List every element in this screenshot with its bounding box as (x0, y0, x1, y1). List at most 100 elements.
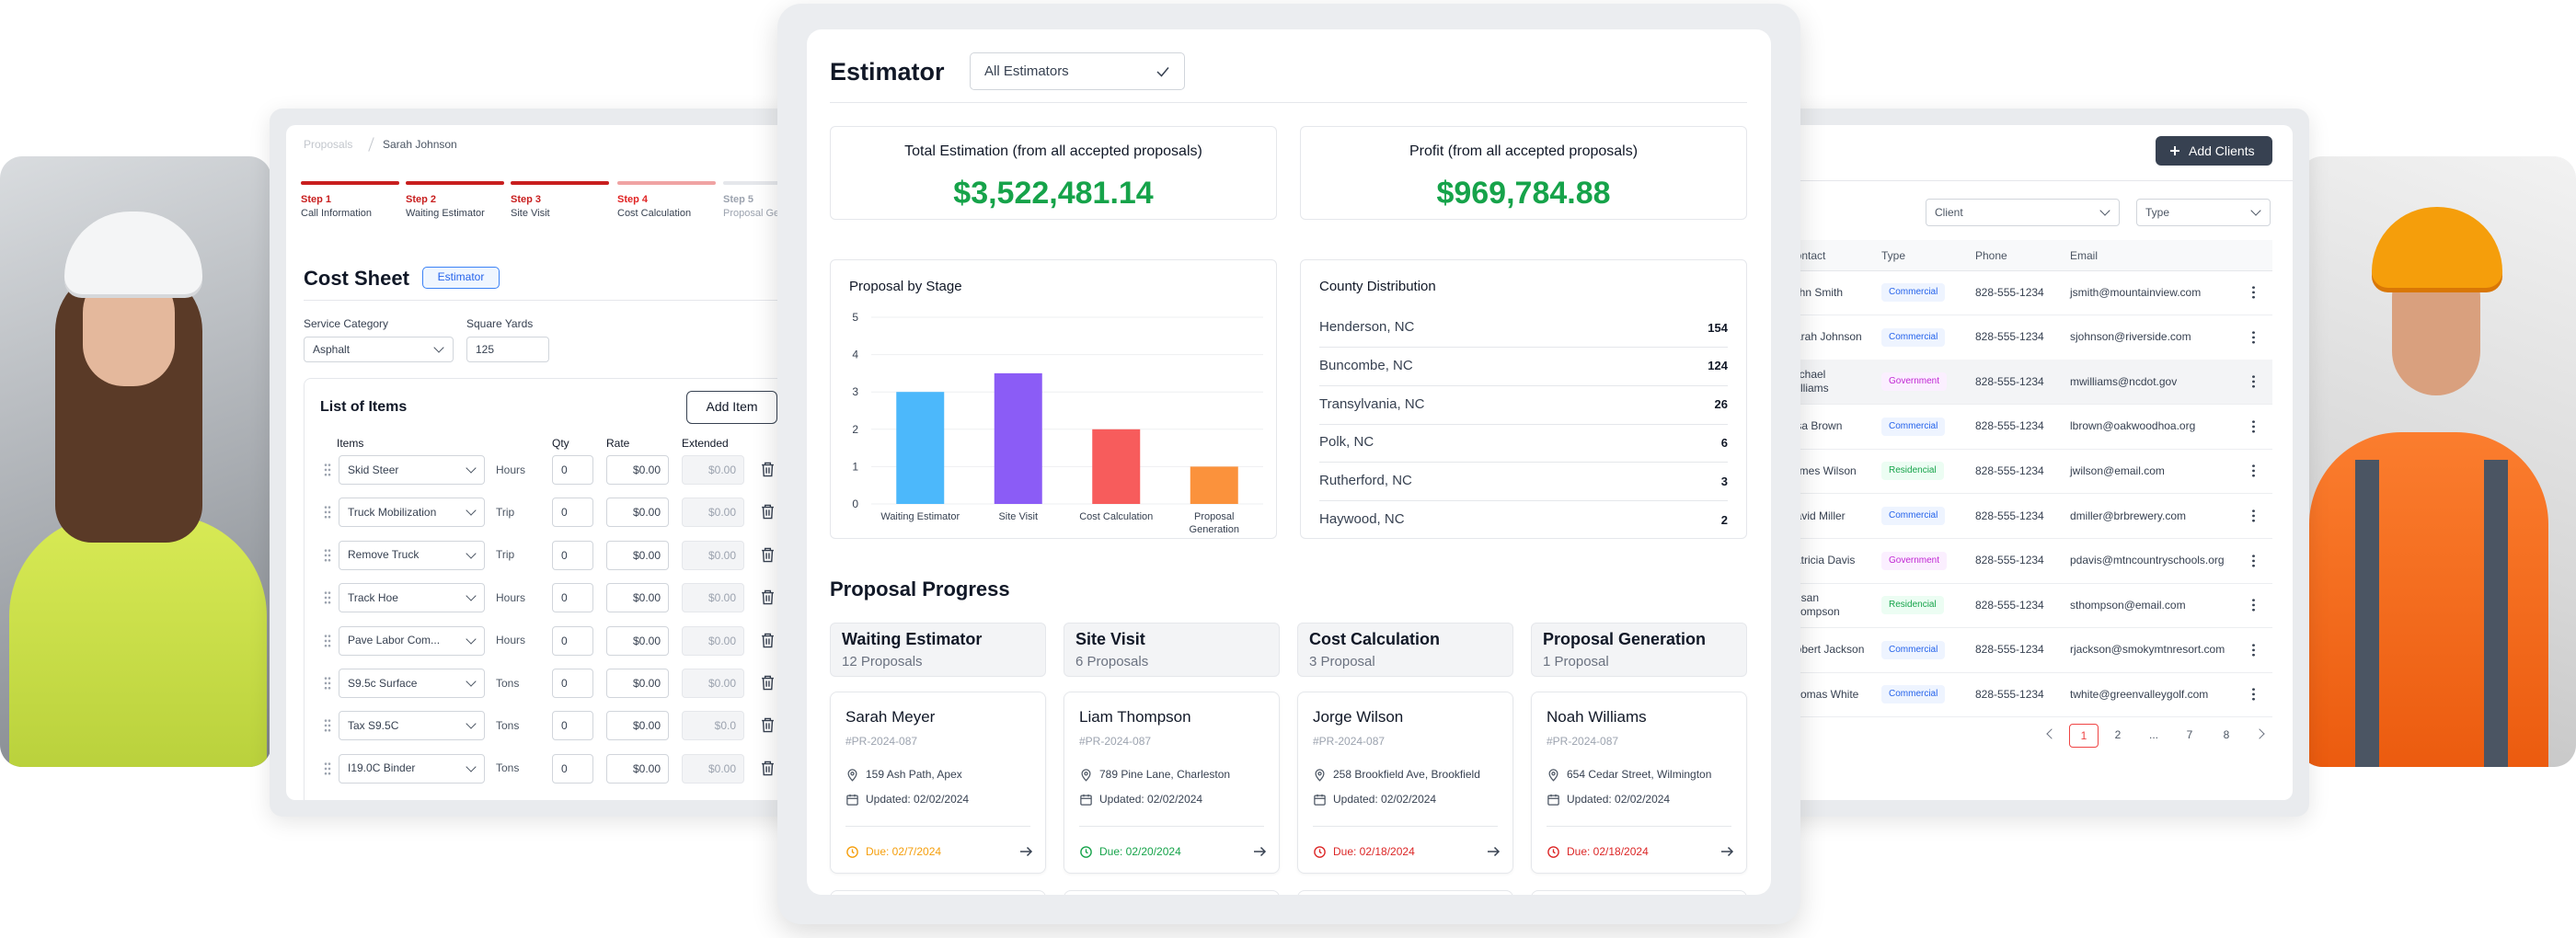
delete-icon-part (762, 505, 774, 520)
proposal-card[interactable]: Jorge Wilson #PR-2024-087 258 Brookfield A… (1297, 692, 1513, 874)
filter-select[interactable] (2136, 199, 2271, 226)
stage-header: Waiting Estimator 12 Proposals (830, 623, 1046, 677)
page-button[interactable]: 1 (2069, 724, 2099, 748)
delete-icon[interactable] (760, 546, 776, 564)
item-select[interactable] (339, 540, 485, 570)
client-email: sjohnson@riverside.com (2070, 330, 2191, 344)
qty-input[interactable]: 0 (552, 753, 593, 784)
filter-select[interactable] (1926, 199, 2120, 226)
item-select[interactable] (339, 583, 485, 613)
delete-icon[interactable] (760, 589, 776, 606)
input-box[interactable] (466, 337, 549, 362)
select-box[interactable] (304, 337, 454, 362)
qty-input[interactable]: 0 (552, 583, 593, 613)
delete-icon[interactable] (760, 760, 776, 777)
qty-input[interactable]: 0 (552, 669, 593, 698)
qty-input[interactable]: 0 (552, 625, 593, 656)
drag-handle[interactable] (324, 547, 331, 563)
rate-input[interactable]: $0.00 (606, 540, 669, 570)
item-select[interactable] (339, 625, 485, 656)
drag-handle[interactable] (324, 633, 331, 648)
open-arrow-part (1254, 846, 1267, 857)
field-label: Square Yards (466, 316, 534, 330)
drag-handle[interactable] (324, 761, 331, 776)
stat-card: Total Estimation (from all accepted prop… (830, 126, 1277, 220)
proposal-updated: Updated: 02/02/2024 (1099, 792, 1203, 806)
qty-input[interactable]: 0 (552, 540, 593, 570)
rate-input[interactable]: $0.00 (606, 711, 669, 741)
calendar-icon-part (1547, 795, 1559, 806)
open-arrow-part (1488, 846, 1501, 857)
item-select[interactable] (339, 498, 485, 528)
page-button[interactable]: 7 (2186, 728, 2193, 741)
open-arrow[interactable] (1719, 843, 1735, 860)
type-badge: Commercial (1881, 685, 1946, 704)
proposal-card[interactable]: Liam Thompson #PR-2024-087 789 Pine Lane, … (1064, 692, 1280, 874)
open-arrow[interactable] (1251, 843, 1268, 860)
drag-handle[interactable] (324, 590, 331, 606)
proposal-card[interactable]: Sarah Meyer #PR-2024-087 159 Ash Path, Ape… (830, 692, 1046, 874)
row-menu[interactable] (2252, 374, 2255, 390)
proposal-card[interactable] (1297, 890, 1513, 895)
drag-handle[interactable] (324, 718, 331, 734)
row-menu[interactable] (2252, 463, 2255, 479)
drag-handle[interactable] (324, 463, 331, 477)
client-phone: 828-555-1234 (1975, 463, 2044, 477)
x-tick-label: Waiting Estimator (880, 511, 960, 522)
row-menu[interactable] (2252, 418, 2255, 434)
breadcrumb-link[interactable]: Proposals (304, 137, 353, 151)
delete-icon-part (762, 505, 774, 520)
drag-handle[interactable] (324, 505, 331, 520)
row-menu[interactable] (2252, 598, 2255, 613)
page-button[interactable]: 2 (2114, 728, 2122, 741)
delete-icon[interactable] (760, 674, 776, 692)
add-clients-button[interactable]: Add Clients (2156, 136, 2272, 166)
open-arrow[interactable] (1018, 843, 1034, 860)
qty-input[interactable]: 0 (552, 711, 593, 741)
qty-input[interactable]: 0 (552, 498, 593, 528)
open-arrow[interactable] (1485, 843, 1501, 860)
rate-input[interactable]: $0.00 (606, 455, 669, 485)
estimator-filter[interactable] (970, 52, 1185, 90)
item-select[interactable] (339, 711, 485, 741)
rate-input[interactable]: $0.00 (606, 583, 669, 613)
proposal-card[interactable] (1064, 890, 1280, 895)
item-select[interactable] (339, 753, 485, 784)
page-button[interactable]: 8 (2223, 728, 2230, 741)
row-menu[interactable] (2252, 329, 2255, 345)
rate-input[interactable]: $0.00 (606, 625, 669, 656)
proposal-card[interactable] (1531, 890, 1747, 895)
delete-icon[interactable] (760, 632, 776, 649)
drag-handle[interactable] (324, 676, 331, 691)
rate-input[interactable]: $0.00 (606, 498, 669, 528)
type-badge: Residencial (1881, 596, 1944, 615)
proposal-card[interactable] (830, 890, 1046, 895)
delete-icon[interactable] (760, 716, 776, 734)
page-button[interactable]: ... (2148, 728, 2158, 741)
add-item-button[interactable]: Add Item (686, 391, 777, 424)
location-icon (845, 768, 859, 782)
delete-icon-part (762, 589, 774, 605)
row-menu[interactable] (2252, 509, 2255, 523)
row-menu[interactable] (2252, 687, 2255, 703)
proposal-card[interactable]: Noah Williams #PR-2024-087 654 Cedar Stree… (1531, 692, 1747, 874)
delete-icon[interactable] (760, 503, 776, 520)
row-menu[interactable] (2252, 642, 2255, 658)
delete-icon-part (762, 589, 774, 605)
qty-input[interactable]: 0 (552, 455, 593, 485)
item-select[interactable] (339, 455, 485, 485)
client-contact: Robert Jackson (1788, 643, 1865, 657)
y-tick-label: 5 (852, 311, 858, 324)
client-email: pdavis@mtncountryschools.org (2070, 554, 2225, 567)
row-menu[interactable] (2252, 553, 2255, 568)
rate-input[interactable]: $0.00 (606, 753, 669, 784)
card-divider (1079, 826, 1264, 827)
row-menu[interactable] (2252, 285, 2255, 300)
step-label: Site Visit (511, 208, 550, 219)
item-select[interactable] (339, 669, 485, 698)
delete-icon[interactable] (760, 461, 776, 478)
y-tick-label: 4 (852, 349, 858, 361)
rate-input[interactable]: $0.00 (606, 669, 669, 698)
stage-header: Proposal Generation 1 Proposal (1531, 623, 1747, 677)
